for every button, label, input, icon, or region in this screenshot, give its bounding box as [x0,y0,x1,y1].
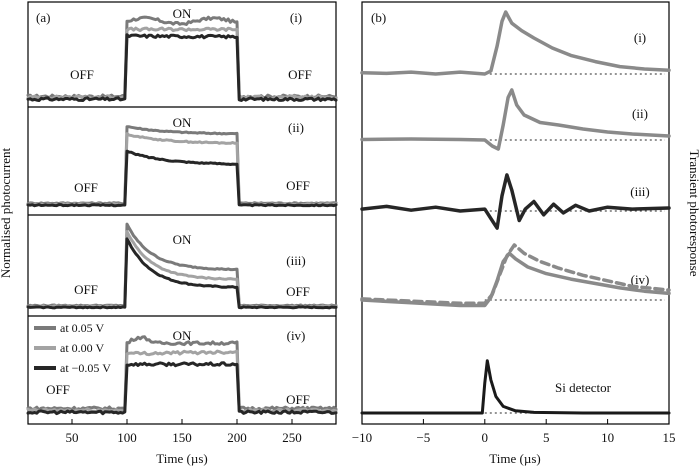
panel-a-traces [26,15,338,416]
panel-a-x-ticks: 50 100 150 200 250 [66,419,302,445]
panel-b-xtick-label-2: 0 [482,430,489,445]
panel-b: (b) (i) (ii) (iii) (iv) Si detector −10−… [352,1,700,466]
trace-ii-label: (ii) [632,106,648,121]
panel-b-frame [361,1,670,425]
panel-b-trace-4 [360,243,671,306]
legend: at 0.05 V at 0.00 V at −0.05 V [34,321,111,375]
panel-b-xtick-label-4: 10 [601,430,614,445]
subplot-i-on-label: ON [173,6,192,21]
subplot-iii-label: (iii) [286,253,306,268]
trace-i-label: (i) [634,30,646,45]
subplot-ii-label: (ii) [288,120,304,135]
panel-a-ii-series-2 [26,149,338,208]
legend-label-2: at −0.05 V [60,361,111,375]
legend-label-0: at 0.05 V [60,321,104,335]
subplot-ii-off-right: OFF [286,178,310,193]
panel-b-label: (b) [371,10,386,25]
subplot-iii-off-left: OFF [74,282,98,297]
panel-a-xtick-label-100: 100 [117,430,137,445]
panel-b-trace-2 [360,173,671,230]
panel-b-trace-5 [360,359,671,415]
subplot-i-label: (i) [290,10,302,25]
panel-b-ylabel: Transient photoresponse [687,150,700,277]
panel-a-iii-series-2 [26,237,338,310]
panel-a-i-series-2 [26,33,338,102]
panel-a-xtick-label-150: 150 [172,430,192,445]
panel-b-xtick-label-3: 5 [543,430,550,445]
panel-b-trace-0 [360,10,671,76]
subplot-iv-on-label: ON [173,328,192,343]
subplot-iii-on-label: ON [173,232,192,247]
panel-a-xtick-label-250: 250 [282,430,302,445]
panel-b-xtick-label-1: −5 [416,430,430,445]
panel-a: (a) ON (i) OFF OFF ON (ii) OFF OFF ON (i… [0,1,338,466]
panel-b-xtick-label-5: 15 [663,430,676,445]
subplot-iv-off-right: OFF [286,392,310,407]
subplot-i-off-right: OFF [288,67,312,82]
trace-si-label: Si detector [555,380,612,395]
trace-iii-label: (iii) [630,184,650,199]
subplot-ii-off-left: OFF [74,180,98,195]
panel-b-x-ticks: −10 −5 0 5 10 15 [352,419,676,445]
panel-a-iv-series-2 [26,361,338,416]
panel-b-trace-1 [360,88,671,151]
panel-a-xtick-label-200: 200 [227,430,247,445]
panel-b-xlabel: Time (µs) [489,451,540,466]
panel-a-xtick-label-50: 50 [66,430,79,445]
legend-label-1: at 0.00 V [60,341,104,355]
subplot-ii-on-label: ON [173,115,192,130]
panel-a-ylabel: Normalised photocurrent [0,147,13,278]
panel-b-trace-3 [360,251,671,308]
panel-a-xlabel: Time (µs) [156,451,207,466]
trace-iv-label: (iv) [631,272,650,287]
subplot-iv-off-left: OFF [46,382,70,397]
panel-b-traces [360,10,671,415]
subplot-i-off-left: OFF [70,67,94,82]
subplot-iv-label: (iv) [287,328,306,343]
panel-b-xtick-label-0: −10 [352,430,372,445]
subplot-iii-off-right: OFF [286,284,310,299]
panel-a-label: (a) [36,10,50,25]
